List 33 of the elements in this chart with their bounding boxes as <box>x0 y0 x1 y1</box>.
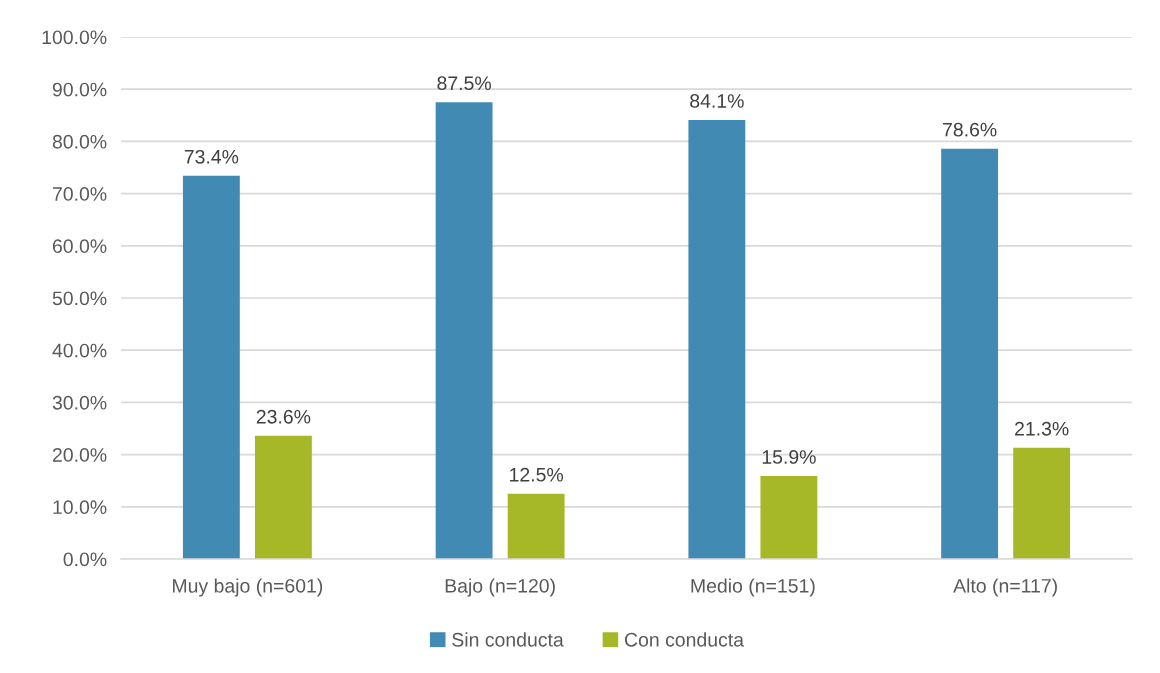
y-tick-label: 60.0% <box>52 239 107 254</box>
y-tick-label: 90.0% <box>52 82 107 97</box>
legend-label: Sin conducta <box>452 632 564 647</box>
data-label: 12.5% <box>510 467 564 482</box>
y-tick-label: 40.0% <box>52 343 107 358</box>
data-label: 73.4% <box>184 149 239 164</box>
bar <box>1013 447 1071 559</box>
bar <box>507 493 565 559</box>
x-tick-label: Bajo (n=120) <box>445 578 555 597</box>
x-tick-label: Medio (n=151) <box>691 578 815 597</box>
y-tick-label: 100.0% <box>42 30 107 45</box>
data-label: 23.6% <box>256 409 311 424</box>
y-tick-label: 10.0% <box>53 500 107 515</box>
x-tick-label: Muy bajo (n=601) <box>173 578 323 597</box>
y-tick-label: 20.0% <box>52 448 107 462</box>
bar <box>760 476 818 559</box>
data-label: 84.1% <box>690 94 744 108</box>
x-tick-label: Alto (n=117) <box>953 578 1057 597</box>
bar <box>254 435 312 559</box>
data-label: 87.5% <box>437 76 491 91</box>
y-tick-label: 70.0% <box>52 187 107 201</box>
bar <box>688 120 746 559</box>
legend-label: Con conducta <box>625 632 744 647</box>
y-tick-label: 80.0% <box>52 134 107 149</box>
y-tick-label: 0.0% <box>63 552 107 567</box>
data-label: 21.3% <box>1015 421 1069 436</box>
y-tick-label: 50.0% <box>52 291 107 306</box>
data-label: 78.6% <box>943 122 997 137</box>
y-tick-label: 30.0% <box>52 395 107 410</box>
bar <box>435 102 493 559</box>
data-label: 15.9% <box>762 450 816 464</box>
bar <box>941 148 999 559</box>
bar <box>182 175 240 559</box>
